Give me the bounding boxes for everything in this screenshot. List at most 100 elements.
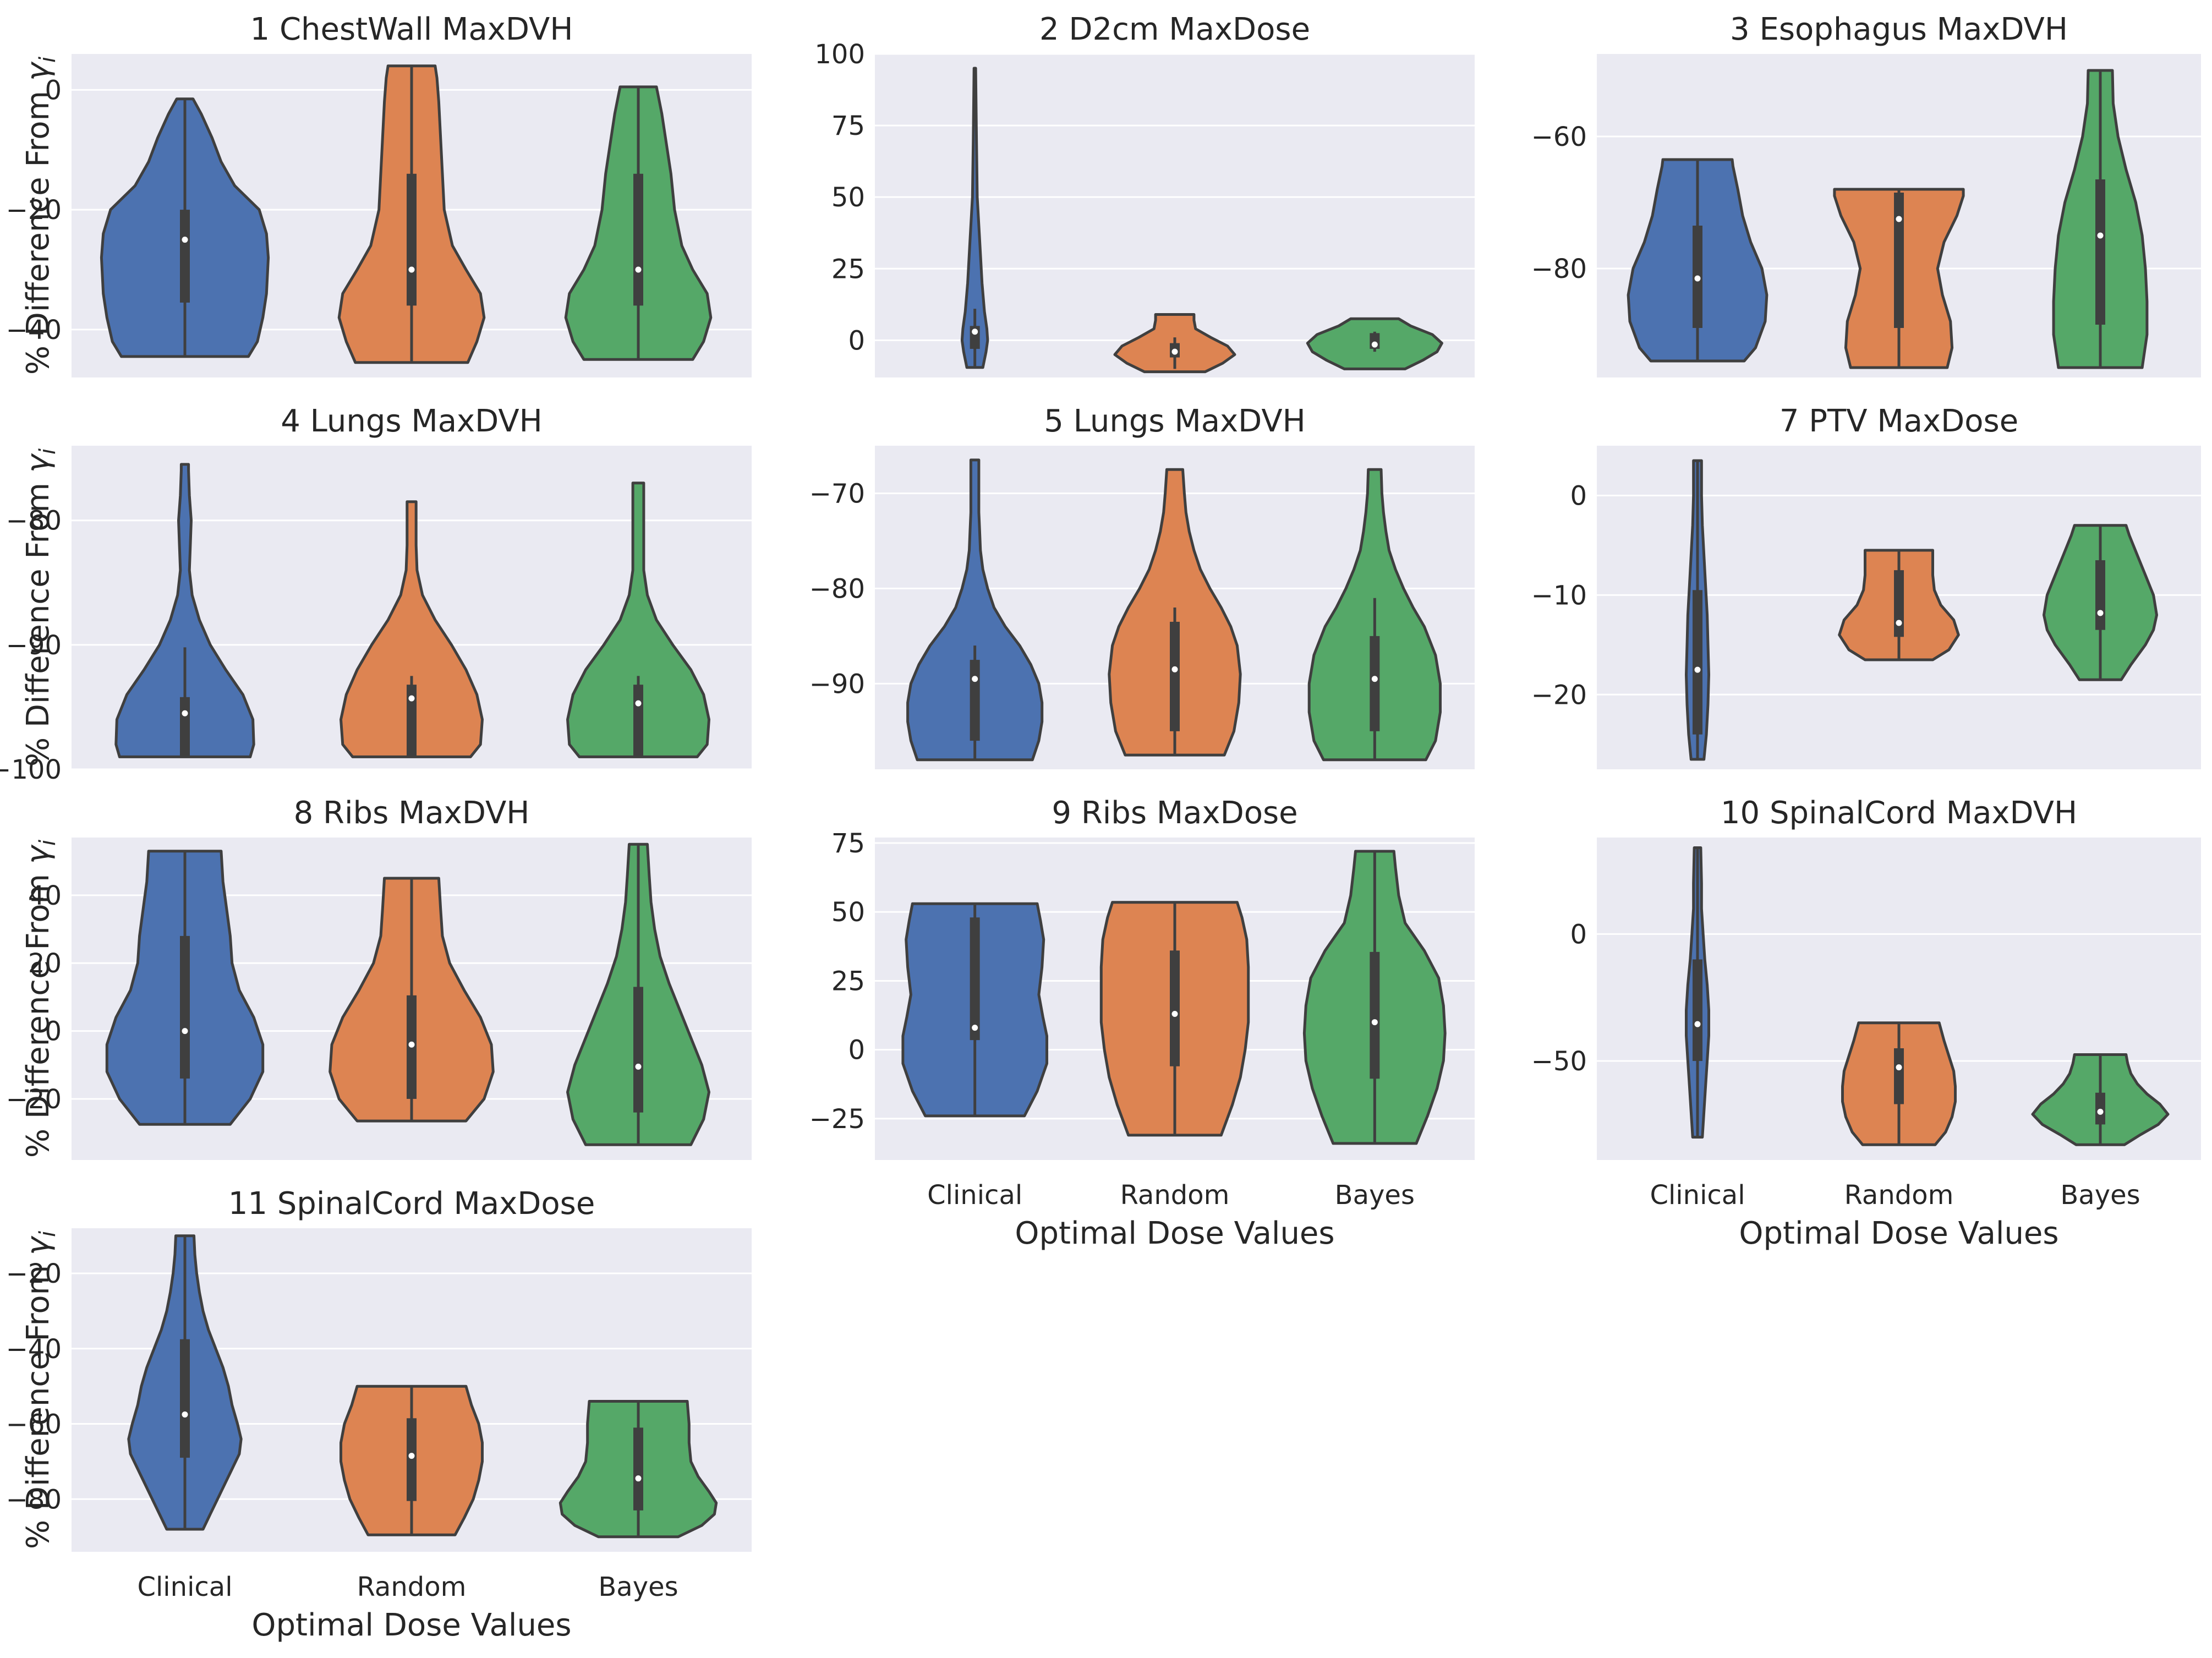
- y-axis-label-text: % Difference From: [20, 81, 56, 375]
- x-tick-label: Clinical: [1650, 1180, 1745, 1211]
- iqr-box-random: [1894, 193, 1904, 328]
- median-dot-random: [1171, 666, 1178, 672]
- iqr-box-bayes: [2095, 179, 2105, 325]
- y-axis-label: % Difference From γi: [20, 448, 61, 767]
- iqr-box-clinical: [180, 697, 190, 757]
- panel-title: 7 PTV MaxDose: [1780, 403, 2018, 439]
- panel-title: 10 SpinalCord MaxDVH: [1721, 795, 2077, 831]
- y-axis-label: % Difference From γi: [20, 840, 61, 1158]
- y-tick-label: −10: [1531, 580, 1587, 611]
- violin-clinical: [906, 458, 1044, 762]
- iqr-box-bayes: [633, 685, 643, 757]
- y-axis-label-symbol: γ: [20, 844, 56, 864]
- y-tick-label: −80: [809, 573, 865, 604]
- median-dot-clinical: [972, 329, 978, 335]
- violin-clinical: [960, 67, 989, 369]
- median-dot-clinical: [182, 1411, 188, 1418]
- iqr-box-random: [1894, 570, 1904, 637]
- iqr-box-random: [407, 1418, 417, 1501]
- panel-title: 11 SpinalCord MaxDose: [228, 1186, 595, 1222]
- x-tick-label: Bayes: [2060, 1180, 2140, 1211]
- y-tick-label: −60: [6, 1409, 62, 1440]
- y-tick-label: −80: [6, 1484, 62, 1515]
- iqr-box-bayes: [2095, 560, 2105, 630]
- panel-title: 3 Esophagus MaxDVH: [1730, 12, 2068, 47]
- y-axis-label-symbol: γ: [20, 453, 56, 473]
- panel-8: 75 50 25 0 −25 9 Ribs MaxDose Clinical Random Ba…: [809, 795, 1475, 1251]
- violin-clinical: [114, 463, 255, 758]
- median-dot-clinical: [1694, 1021, 1701, 1027]
- y-tick-label: −20: [6, 1084, 62, 1115]
- y-tick-label: 50: [831, 897, 865, 928]
- iqr-box-bayes: [633, 1427, 643, 1511]
- iqr-box-bayes: [1370, 951, 1380, 1079]
- y-axis-label-subscript: i: [35, 57, 61, 63]
- y-tick-label: −25: [809, 1104, 865, 1135]
- y-tick-label: 0: [848, 325, 865, 356]
- iqr-box-clinical: [970, 917, 980, 1041]
- y-tick-label: 0: [1570, 480, 1587, 511]
- y-tick-label: −90: [6, 630, 62, 661]
- median-dot-bayes: [635, 1475, 642, 1482]
- iqr-box-clinical: [970, 660, 980, 741]
- y-tick-label: −70: [809, 478, 865, 509]
- y-tick-label: 20: [28, 948, 62, 979]
- panel-5: −70 −80 −90 5 Lungs MaxDVH: [809, 403, 1475, 769]
- panel-title: 4 Lungs MaxDVH: [281, 403, 542, 439]
- panel-7: 40 20 0 −20 8 Ribs MaxDVH % Difference From γ…: [6, 795, 752, 1160]
- median-dot-clinical: [182, 710, 188, 716]
- median-dot-bayes: [1371, 341, 1378, 348]
- y-tick-label: −40: [6, 315, 62, 346]
- x-tick-label: Random: [1120, 1180, 1230, 1211]
- x-axis-label: Optimal Dose Values: [1015, 1216, 1334, 1251]
- median-dot-random: [1171, 348, 1178, 355]
- iqr-box-clinical: [180, 935, 190, 1079]
- median-dot-bayes: [1371, 1019, 1378, 1026]
- y-tick-label: −100: [0, 754, 62, 785]
- y-tick-label: −90: [809, 669, 865, 699]
- iqr-box-random: [407, 173, 417, 306]
- median-dot-clinical: [182, 237, 188, 243]
- panel-4: −80 −90 −100 4 Lungs MaxDVH % Difference Fro…: [0, 403, 752, 785]
- median-dot-bayes: [2097, 232, 2104, 239]
- y-tick-label: 25: [831, 254, 865, 284]
- iqr-box-random: [1170, 621, 1180, 731]
- median-dot-random: [408, 1041, 415, 1048]
- median-dot-random: [1896, 216, 1902, 222]
- median-dot-random: [1896, 620, 1902, 626]
- iqr-box-bayes: [633, 987, 643, 1113]
- y-tick-label: −60: [1531, 122, 1587, 152]
- y-axis-label-text: % Difference From: [20, 473, 56, 767]
- panel-6: 0 −10 −20 7 PTV MaxDose: [1531, 403, 2201, 769]
- x-tick-label: Random: [1844, 1180, 1954, 1211]
- iqr-box-clinical: [1693, 590, 1702, 735]
- iqr-box-random: [1170, 950, 1180, 1066]
- y-axis-label-text: % Difference From: [20, 1255, 56, 1549]
- panel-9: 0 −50 10 SpinalCord MaxDVH Clinical Random Ba…: [1531, 795, 2201, 1251]
- y-tick-label: −80: [1531, 254, 1587, 284]
- panel-1: 0 −20 −40 1 ChestWall MaxDVH % Difference Fr…: [6, 12, 752, 377]
- iqr-box-clinical: [180, 1339, 190, 1458]
- x-tick-label: Bayes: [598, 1572, 678, 1602]
- y-tick-label: 0: [45, 1016, 62, 1047]
- y-tick-label: 0: [848, 1035, 865, 1066]
- panel-title: 9 Ribs MaxDose: [1052, 795, 1297, 831]
- median-dot-bayes: [635, 266, 642, 273]
- x-tick-label: Clinical: [927, 1180, 1022, 1211]
- y-tick-label: −20: [6, 195, 62, 226]
- median-dot-random: [408, 266, 415, 273]
- median-dot-random: [1171, 1011, 1178, 1017]
- iqr-box-bayes: [1370, 636, 1380, 731]
- y-tick-label: −20: [6, 1258, 62, 1289]
- y-axis-label-symbol: γ: [20, 1235, 56, 1255]
- y-tick-label: 75: [831, 111, 865, 141]
- median-dot-bayes: [635, 1063, 642, 1070]
- median-dot-random: [408, 695, 415, 702]
- x-axis-label: Optimal Dose Values: [251, 1607, 571, 1643]
- y-tick-label: 40: [28, 880, 62, 911]
- y-tick-label: 75: [831, 828, 865, 859]
- y-axis-label: % Difference From γi: [20, 57, 61, 375]
- iqr-box-clinical: [180, 210, 190, 303]
- panel-2: 100 75 50 25 0 2 D2cm MaxDose: [814, 12, 1475, 377]
